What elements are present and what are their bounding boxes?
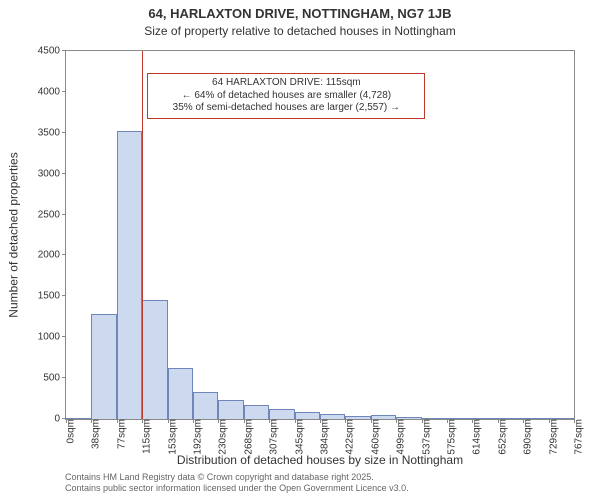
histogram-bar [117,131,142,419]
y-tick-mark [62,254,66,255]
y-tick-mark [62,336,66,337]
histogram-bar [91,314,116,419]
chart-subtitle: Size of property relative to detached ho… [0,24,600,38]
x-tick-label: 345sqm [292,419,305,455]
histogram-bar [345,416,370,419]
x-tick-label: 153sqm [165,419,178,455]
histogram-bar [295,412,320,419]
y-axis-label: Number of detached properties [6,50,22,420]
histogram-bar [447,418,472,419]
y-tick-mark [62,50,66,51]
histogram-bar [396,417,421,419]
x-tick-label: 499sqm [394,419,407,455]
x-tick-label: 729sqm [546,419,559,455]
y-tick-label: 2000 [38,250,66,261]
histogram-bar [244,405,269,419]
histogram-bar [269,409,294,419]
y-tick-label: 500 [43,373,66,384]
x-tick-label: 38sqm [89,419,102,449]
histogram-bar [371,415,396,419]
y-tick-label: 3500 [38,127,66,138]
histogram-bar [320,414,345,419]
histogram-bar [66,418,91,419]
histogram-bar [422,418,447,419]
x-tick-label: 192sqm [191,419,204,455]
y-tick-label: 4000 [38,86,66,97]
x-axis-label: Distribution of detached houses by size … [65,453,575,467]
x-tick-label: 230sqm [216,419,229,455]
chart-footer: Contains HM Land Registry data © Crown c… [65,472,575,494]
y-tick-label: 1000 [38,332,66,343]
chart-title: 64, HARLAXTON DRIVE, NOTTINGHAM, NG7 1JB [0,6,600,21]
histogram-bar [472,418,497,419]
x-tick-label: 575sqm [445,419,458,455]
x-tick-label: 537sqm [419,419,432,455]
x-tick-label: 307sqm [267,419,280,455]
x-tick-label: 690sqm [521,419,534,455]
y-tick-mark [62,295,66,296]
x-tick-label: 268sqm [241,419,254,455]
histogram-bar [498,418,523,419]
y-tick-mark [62,173,66,174]
footer-line-2: Contains public sector information licen… [65,483,575,494]
histogram-bar [218,400,243,419]
histogram-bar [549,418,574,419]
callout-line-3: 35% of semi-detached houses are larger (… [154,102,418,115]
callout-line-1: 64 HARLAXTON DRIVE: 115sqm [154,77,418,90]
x-tick-label: 614sqm [470,419,483,455]
plot-area: 0500100015002000250030003500400045000sqm… [65,50,575,420]
y-tick-label: 1500 [38,291,66,302]
y-tick-mark [62,91,66,92]
y-tick-label: 2500 [38,209,66,220]
y-tick-mark [62,132,66,133]
x-tick-label: 0sqm [64,419,77,443]
y-tick-mark [62,377,66,378]
histogram-bar [168,368,193,419]
y-tick-label: 3000 [38,168,66,179]
x-tick-label: 652sqm [495,419,508,455]
x-tick-label: 384sqm [318,419,331,455]
x-tick-label: 422sqm [343,419,356,455]
callout-line-2: ← 64% of detached houses are smaller (4,… [154,90,418,103]
y-tick-mark [62,214,66,215]
histogram-bar [142,300,167,419]
x-tick-label: 115sqm [140,419,153,454]
x-tick-label: 77sqm [114,419,127,449]
y-tick-label: 4500 [38,46,66,57]
chart-container: 64, HARLAXTON DRIVE, NOTTINGHAM, NG7 1JB… [0,0,600,500]
histogram-bar [523,418,548,419]
callout-box: 64 HARLAXTON DRIVE: 115sqm← 64% of detac… [147,73,425,119]
reference-line [142,51,143,419]
histogram-bar [193,392,218,419]
x-tick-label: 460sqm [368,419,381,455]
footer-line-1: Contains HM Land Registry data © Crown c… [65,472,575,483]
x-tick-label: 767sqm [572,419,585,455]
